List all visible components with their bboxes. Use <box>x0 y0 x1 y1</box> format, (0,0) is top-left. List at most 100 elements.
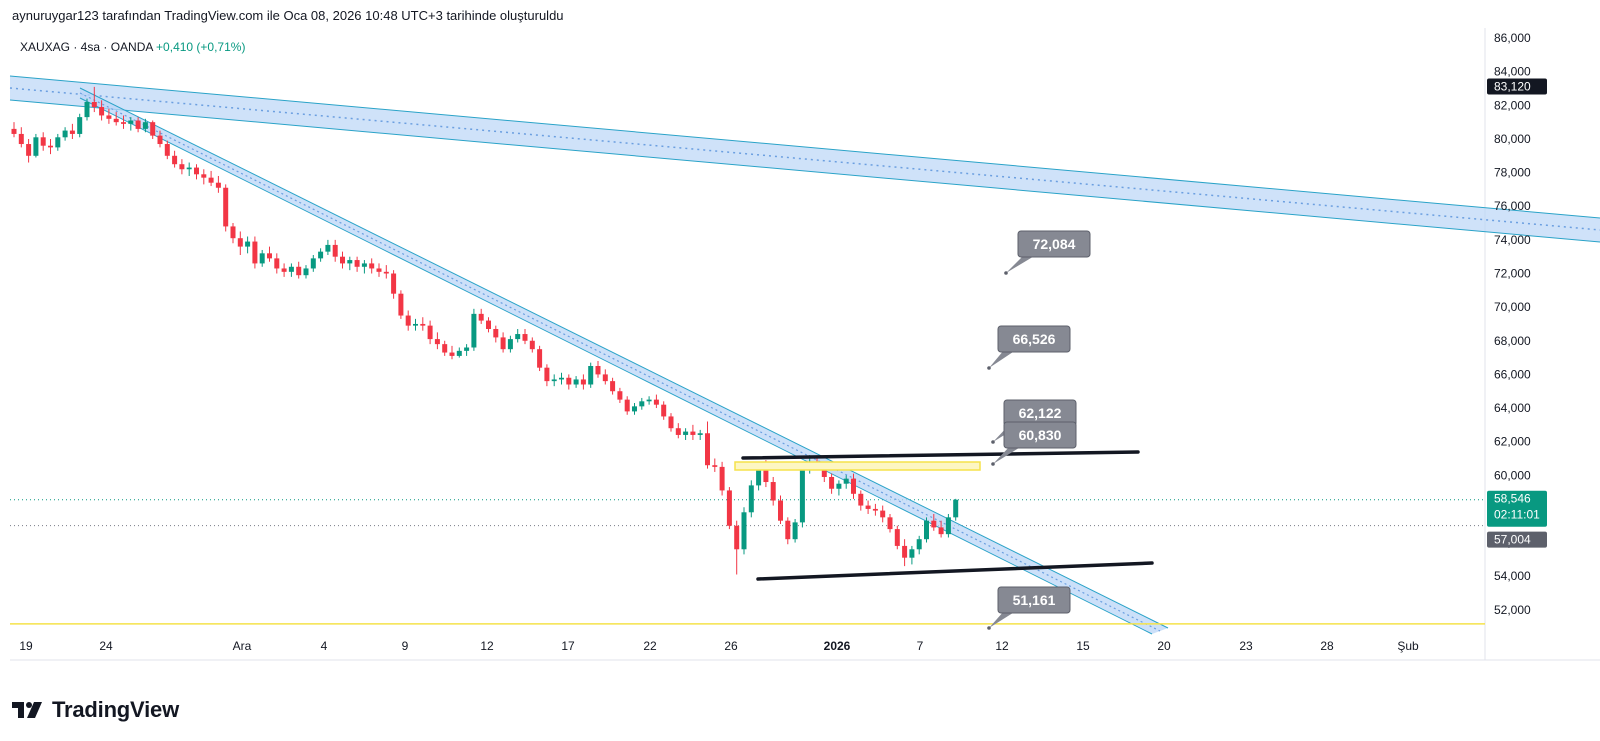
callout-anchor <box>991 462 995 466</box>
candle-body <box>91 101 97 108</box>
candle <box>55 133 61 151</box>
candle <box>281 263 287 277</box>
candle <box>653 394 659 409</box>
candle-body <box>281 268 287 272</box>
candle <box>471 308 477 351</box>
candle-body <box>953 499 959 518</box>
candle <box>843 475 849 489</box>
candle <box>559 372 564 385</box>
candle <box>646 396 652 405</box>
candle <box>186 162 192 176</box>
upper-channel-top <box>9 75 1600 219</box>
x-tick-label: 12 <box>995 639 1009 653</box>
candle <box>347 256 353 271</box>
callout-label: 66,526 <box>1013 331 1056 347</box>
price-callout: 51,161 <box>987 586 1071 630</box>
candle-body <box>697 433 703 435</box>
candle-body <box>683 431 689 435</box>
candle <box>164 140 170 160</box>
candle-body <box>310 258 316 269</box>
x-tick-label: 15 <box>1076 639 1090 653</box>
candle-body <box>559 377 564 380</box>
candle-body <box>486 320 491 329</box>
x-tick-label: 7 <box>917 639 924 653</box>
candle-body <box>770 482 776 501</box>
candle-body <box>617 391 623 400</box>
yellow-zone-box <box>734 461 981 471</box>
channels <box>9 75 1600 635</box>
callout-box <box>1017 230 1091 258</box>
candle-body <box>427 325 433 340</box>
candle-body <box>208 177 214 183</box>
callout-box <box>1003 421 1077 449</box>
high-price-badge: 83,120 <box>1487 78 1547 95</box>
axes: 86,000 84,000 82,000 80,000 78,000 76,000 74,0… <box>19 31 1547 653</box>
candle-body <box>405 315 411 326</box>
candle-body <box>40 137 46 146</box>
candle-body <box>142 122 148 129</box>
candle-body <box>478 313 484 321</box>
candle <box>588 362 594 388</box>
candle <box>602 369 608 385</box>
candle <box>916 535 922 555</box>
candle <box>442 340 448 356</box>
candle <box>310 255 316 272</box>
candle <box>953 498 959 521</box>
candle-body <box>931 520 937 528</box>
candle <box>778 495 783 525</box>
candle-body <box>938 527 944 535</box>
candle <box>748 480 754 518</box>
candle-body <box>515 334 521 340</box>
candle-body <box>164 144 170 156</box>
candle-body <box>756 466 762 486</box>
candle-body <box>318 251 324 259</box>
down-channel-mid <box>79 92 1161 632</box>
candle <box>121 115 126 129</box>
candle <box>391 270 397 299</box>
candle-body <box>376 268 382 272</box>
chart-caption: aynuruygar123 tarafından TradingView.com… <box>12 8 564 23</box>
candle <box>858 490 864 511</box>
candle-body <box>668 416 674 429</box>
x-tick-label: Ara <box>233 639 252 653</box>
candle-body <box>537 349 543 368</box>
grid <box>10 28 1600 661</box>
symbol-name[interactable]: XAUXAG · 4sa · OANDA <box>20 40 153 54</box>
candle <box>48 138 53 155</box>
candle-body <box>201 174 207 178</box>
last-price-badge-bg <box>1487 490 1547 527</box>
candle <box>398 290 404 319</box>
candle-body <box>237 238 243 247</box>
candle-body <box>566 377 572 385</box>
candle-body <box>347 260 353 264</box>
candle-body <box>135 120 141 129</box>
candle-body <box>595 365 601 375</box>
x-tick-label: Şub <box>1397 639 1419 653</box>
candle-body <box>872 508 878 511</box>
candle <box>245 236 251 254</box>
tradingview-logo-icon <box>12 702 42 718</box>
candle <box>683 428 689 440</box>
callout-label: 51,161 <box>1013 592 1056 608</box>
candle <box>785 517 791 545</box>
candle-body <box>332 244 338 257</box>
candle-body <box>179 164 185 170</box>
candle <box>894 525 900 550</box>
candle <box>456 347 462 358</box>
x-tick-label: 28 <box>1320 639 1334 653</box>
candle-body <box>398 293 404 316</box>
tradingview-logo[interactable]: TradingView <box>12 697 179 723</box>
candle-body <box>267 253 272 259</box>
candle <box>325 239 331 256</box>
candle-body <box>77 117 83 134</box>
callout-anchor <box>1004 271 1008 275</box>
candle <box>734 520 740 575</box>
candle <box>267 246 272 262</box>
candle-body <box>500 337 506 350</box>
candle-body <box>792 522 798 540</box>
candle-body <box>252 241 258 264</box>
candle <box>836 480 842 496</box>
candle-body <box>33 137 39 156</box>
candle-body <box>150 122 156 136</box>
